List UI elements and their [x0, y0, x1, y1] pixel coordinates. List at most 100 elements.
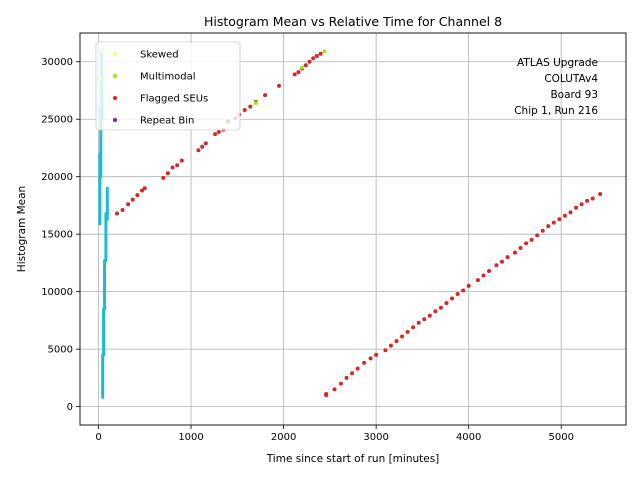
chart-annotation: ATLAS Upgrade COLUTAv4 Board 93 Chip 1, Run… — [514, 57, 598, 117]
annotation-line: ATLAS Upgrade — [517, 57, 598, 69]
data-point — [324, 391, 329, 396]
x-tick-label: 3000 — [363, 432, 388, 443]
data-point — [461, 288, 466, 293]
legend-label: Skewed — [140, 50, 179, 61]
data-point — [276, 83, 281, 88]
data-point — [505, 255, 510, 260]
y-tick-label: 25000 — [41, 115, 73, 126]
data-point — [450, 296, 455, 301]
data-point — [383, 348, 388, 353]
data-point — [368, 356, 373, 361]
data-point — [466, 283, 471, 288]
data-point — [411, 325, 416, 330]
y-tick-label: 30000 — [41, 57, 73, 68]
data-point — [135, 193, 140, 198]
annotation-line: Chip 1, Run 216 — [514, 105, 598, 117]
data-point — [590, 196, 595, 201]
data-point — [140, 188, 145, 193]
data-point — [512, 250, 517, 255]
legend-marker — [113, 118, 117, 122]
y-tick-label: 10000 — [41, 287, 73, 298]
x-tick-label: 5000 — [548, 432, 573, 443]
data-point — [126, 202, 131, 207]
data-point — [253, 101, 258, 106]
data-point — [292, 72, 297, 77]
plot-frame — [79, 32, 627, 426]
data-point — [142, 186, 147, 191]
y-tick-label: 20000 — [41, 172, 73, 183]
data-point — [322, 49, 327, 54]
data-point — [115, 211, 120, 216]
data-point — [585, 198, 590, 203]
data-point — [179, 158, 184, 163]
data-point — [400, 334, 405, 339]
data-point — [487, 268, 492, 273]
data-point — [579, 202, 584, 207]
x-tick-label: 4000 — [456, 432, 481, 443]
data-point — [529, 237, 534, 242]
data-point — [568, 210, 573, 215]
data-point — [438, 305, 443, 310]
data-point — [427, 313, 432, 318]
data-point — [296, 70, 301, 75]
x-axis-label: Time since start of run [minutes] — [266, 453, 440, 465]
legend-marker — [113, 96, 117, 100]
data-point — [475, 278, 480, 283]
data-point — [196, 148, 201, 153]
data-point — [130, 197, 135, 202]
y-axis-label: Histogram Mean — [16, 186, 28, 272]
data-point — [307, 59, 312, 64]
data-point — [535, 233, 540, 238]
data-point — [203, 141, 208, 146]
data-point — [422, 317, 427, 322]
data-point — [598, 191, 603, 196]
data-point — [311, 56, 316, 61]
data-point — [300, 65, 305, 70]
data-point — [362, 360, 367, 365]
data-point — [540, 228, 545, 233]
data-point — [433, 309, 438, 314]
data-point — [216, 129, 221, 134]
data-point — [574, 205, 579, 210]
data-point — [263, 93, 268, 98]
data-point — [551, 220, 556, 225]
legend-frame — [95, 41, 241, 131]
data-point — [175, 163, 180, 168]
data-point — [332, 387, 337, 392]
data-point — [394, 339, 399, 344]
data-point — [562, 213, 567, 218]
legend-marker — [113, 74, 117, 78]
data-point — [481, 273, 486, 278]
data-point — [120, 208, 125, 213]
y-tick-label: 0 — [67, 402, 73, 413]
y-tick-label: 5000 — [48, 345, 73, 356]
data-point — [344, 375, 349, 380]
data-point — [213, 132, 218, 137]
data-point — [338, 381, 343, 386]
data-point — [494, 263, 499, 268]
data-point — [318, 51, 323, 56]
x-axis-ticks: 0 1000 2000 3000 4000 5000 — [95, 425, 574, 443]
data-point — [518, 245, 523, 250]
annotation-line: COLUTAv4 — [544, 73, 598, 85]
data-point — [355, 366, 360, 371]
legend-label: Repeat Bin — [140, 116, 194, 127]
x-tick-label: 0 — [95, 432, 101, 443]
annotation-line: Board 93 — [550, 89, 598, 101]
y-axis-ticks: 0 5000 10000 15000 20000 25000 30000 — [41, 57, 80, 413]
legend-marker — [113, 52, 117, 56]
legend-label: Flagged SEUs — [140, 94, 208, 105]
data-point — [524, 241, 529, 246]
data-point — [242, 108, 247, 113]
data-point — [165, 171, 170, 176]
data-point — [248, 104, 253, 109]
data-point — [405, 329, 410, 334]
data-point — [546, 224, 551, 229]
data-point — [161, 175, 166, 180]
data-point — [388, 343, 393, 348]
x-tick-label: 1000 — [178, 432, 203, 443]
data-point — [350, 371, 355, 376]
data-point — [416, 320, 421, 325]
data-point — [303, 63, 308, 68]
